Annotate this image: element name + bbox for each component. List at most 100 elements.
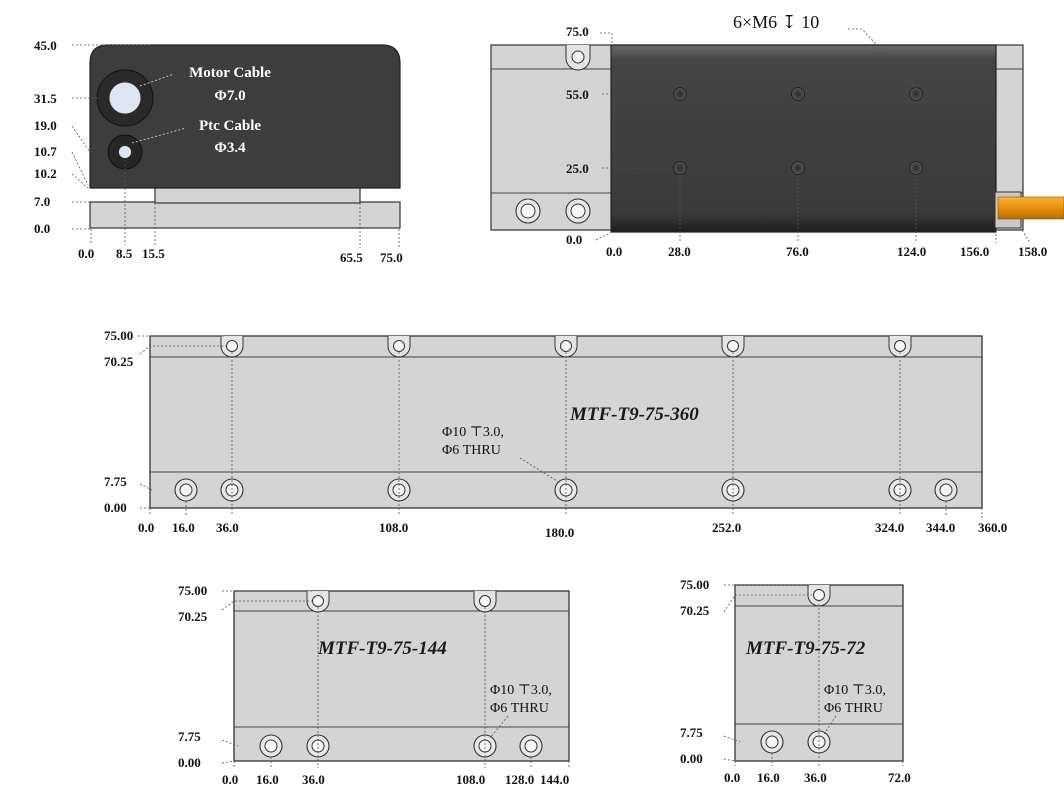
top-slot-hole (479, 595, 491, 607)
m6-hole (791, 161, 805, 175)
top-x-label-76: 76.0 (786, 244, 809, 259)
track-144-hole-note-2: Φ6 THRU (490, 701, 549, 716)
top-view-hole-1-inner (520, 203, 536, 219)
counterbore-hole-inner (264, 739, 278, 753)
track-144-slots (306, 591, 497, 613)
motor-cable-icon (108, 81, 142, 115)
counterbore-hole-inner (765, 735, 779, 749)
counterbore-hole-inner (311, 739, 325, 753)
t360-y-label-0: 0.00 (104, 500, 127, 515)
track-144-plate (233, 590, 570, 762)
t144-y-label-75: 75.00 (178, 583, 207, 598)
m6-callout-leader (848, 28, 917, 89)
top-slot-hole (894, 340, 906, 352)
m6-callout: 6×M6 ↧ 10 (733, 12, 819, 32)
top-y-label-75: 75.0 (566, 24, 589, 39)
t360-y-label-75: 75.00 (104, 328, 133, 343)
t72-y-leader-0 (723, 758, 736, 762)
top-slot-hole (393, 340, 405, 352)
t144-y-label-0: 0.00 (178, 755, 201, 770)
top-x-leader-158 (1021, 229, 1031, 244)
t144-x-label-36: 36.0 (302, 772, 325, 787)
top-x-label-158: 158.0 (1018, 244, 1047, 259)
top-y-label-0: 0.0 (566, 232, 582, 247)
t72-y-leader-7-75 (723, 735, 741, 743)
end-y-label-19: 19.0 (34, 118, 57, 133)
t360-y-label-70-25: 70.25 (104, 354, 134, 369)
counterbore-hole-inner (524, 739, 538, 753)
t360-x-label-324: 324.0 (875, 520, 904, 535)
end-x-label-8-5: 8.5 (116, 246, 133, 261)
t144-x-label-108: 108.0 (456, 772, 485, 787)
t360-x-label-108: 108.0 (379, 520, 408, 535)
m6-hole (791, 87, 805, 101)
t144-y-label-7-75: 7.75 (178, 729, 201, 744)
top-view-motor-body (610, 44, 997, 233)
end-x-label-15-5: 15.5 (142, 246, 165, 261)
counterbore-hole-inner (478, 739, 492, 753)
end-y-label-0: 0.0 (34, 221, 50, 236)
top-slot-hole (226, 340, 238, 352)
end-y-leader-19 (71, 125, 91, 153)
ptc-cable-diameter: Φ3.4 (214, 140, 246, 156)
t144-x-label-16: 16.0 (256, 772, 279, 787)
track-144-model-name: MTF-T9-75-144 (317, 638, 447, 659)
t72-y-label-7-75: 7.75 (680, 725, 703, 740)
m6-hole (673, 87, 687, 101)
t144-x-label-0: 0.0 (222, 772, 238, 787)
track-72-hole-note-1: Φ10 ⊤3.0, (824, 683, 886, 698)
t72-x-label-16: 16.0 (757, 770, 780, 785)
end-view: Motor Cable Φ7.0 Ptc Cable Φ3.4 45.0 31.… (34, 38, 403, 265)
t72-y-label-70-25: 70.25 (680, 603, 710, 618)
track-144-note-leader (489, 715, 509, 739)
track-144-x-leaders (233, 607, 570, 768)
m6-hole (909, 87, 923, 101)
top-view-cable (997, 196, 1064, 220)
track-72-view: MTF-T9-75-72 Φ10 ⊤3.0, Φ6 THRU 75.00 70.… (680, 577, 911, 785)
track-360-view: MTF-T9-75-360 Φ10 ⊤3.0, Φ6 THRU 75.00 70… (104, 328, 1007, 540)
ptc-cable-leader (131, 127, 187, 144)
end-y-leader-10-2 (71, 173, 89, 189)
top-x-label-0: 0.0 (606, 244, 622, 259)
top-slot-hole (312, 595, 324, 607)
track-360-x-leaders (185, 352, 983, 520)
end-view-motor-body (89, 44, 401, 189)
top-y-leader-0 (595, 231, 613, 241)
top-x-label-28: 28.0 (668, 244, 691, 259)
t360-x-label-0: 0.0 (138, 520, 154, 535)
end-y-leader-10-7 (71, 151, 89, 186)
t144-x-label-144: 144.0 (540, 772, 569, 787)
m6-hole (909, 161, 923, 175)
t144-x-label-128: 128.0 (505, 772, 534, 787)
motor-cable-label: Motor Cable (189, 65, 271, 81)
t360-x-label-36: 36.0 (216, 520, 239, 535)
t144-y-leader-70-25 (221, 600, 312, 611)
end-y-label-10-7: 10.7 (34, 144, 57, 159)
t360-x-label-16: 16.0 (172, 520, 195, 535)
top-x-label-156: 156.0 (960, 244, 989, 259)
end-x-label-75: 75.0 (380, 250, 403, 265)
track-144-hole-note-1: Φ10 ⊤3.0, (490, 683, 552, 698)
track-360-model-name: MTF-T9-75-360 (569, 404, 699, 425)
top-view-slot-hole (571, 50, 585, 64)
track-72-hole-note-2: Φ6 THRU (824, 701, 883, 716)
track-144-view: MTF-T9-75-144 Φ10 ⊤3.0, Φ6 THRU 75.00 70… (178, 583, 570, 787)
track-360-hole-note-1: Φ10 ⊤3.0, (442, 425, 504, 440)
counterbore-hole-inner (939, 483, 953, 497)
t360-x-label-180: 180.0 (545, 525, 574, 540)
top-y-label-25: 25.0 (566, 161, 589, 176)
end-x-label-0: 0.0 (78, 246, 94, 261)
end-y-label-45: 45.0 (34, 38, 57, 53)
top-view-hole-2-inner (570, 203, 586, 219)
t72-y-label-0: 0.00 (680, 751, 703, 766)
top-slot-hole (727, 340, 739, 352)
t360-x-label-252: 252.0 (712, 520, 741, 535)
end-x-label-65-5: 65.5 (340, 250, 363, 265)
end-y-label-31-5: 31.5 (34, 91, 57, 106)
t72-x-label-0: 0.0 (724, 770, 740, 785)
t72-y-label-75: 75.00 (680, 577, 709, 592)
ptc-cable-label: Ptc Cable (199, 118, 261, 134)
top-y-leader-75 (600, 32, 613, 45)
t72-y-leader-70-25 (723, 594, 812, 613)
